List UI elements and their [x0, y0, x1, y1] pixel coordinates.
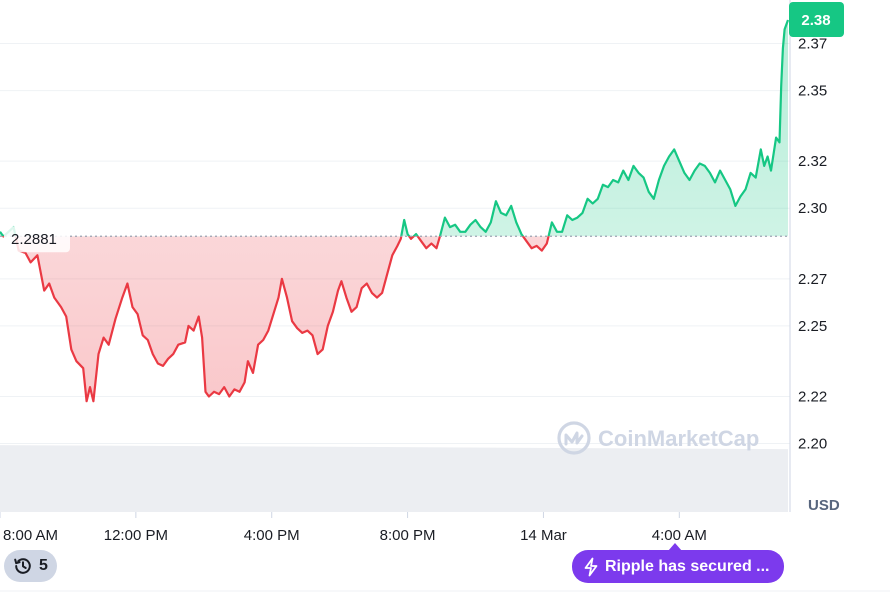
- price-line-down: [1, 236, 550, 403]
- area-above-reference: [0, 20, 788, 237]
- x-tick-label: 4:00 PM: [244, 527, 300, 544]
- y-tick-label: 2.37: [798, 36, 827, 53]
- watermark: CoinMarketCap: [557, 421, 759, 455]
- y-axis-unit: USD: [808, 497, 840, 514]
- x-tick-label: 8:00 AM: [3, 527, 58, 544]
- price-areas: [0, 20, 788, 402]
- current-price-text: 2.38: [801, 12, 830, 29]
- x-tick-label: 4:00 AM: [652, 527, 707, 544]
- history-count: 5: [39, 557, 48, 574]
- y-tick-label: 2.20: [798, 436, 827, 453]
- volume-bar-area: [0, 445, 788, 512]
- news-pill-button[interactable]: Ripple has secured ...: [572, 543, 784, 583]
- price-line-up: [0, 19, 790, 237]
- y-tick-label: 2.35: [798, 83, 827, 100]
- y-tick-label: 2.30: [798, 200, 827, 217]
- x-tick-label: 8:00 PM: [380, 527, 436, 544]
- history-clock-icon: [13, 556, 33, 576]
- y-tick-label: 2.25: [798, 318, 827, 335]
- news-text: Ripple has secured ...: [605, 557, 770, 575]
- y-axis-ticks: 2.20 2.22 2.25 2.27 2.30 2.32 2.35 2.37: [798, 36, 827, 453]
- watermark-text: CoinMarketCap: [598, 426, 759, 451]
- reference-price-label: 2.2881: [4, 226, 70, 253]
- y-tick-label: 2.22: [798, 388, 827, 405]
- y-tick-label: 2.27: [798, 271, 827, 288]
- reference-price-text: 2.2881: [11, 231, 57, 248]
- area-below-reference: [3, 236, 549, 402]
- y-tick-label: 2.32: [798, 153, 827, 170]
- coinmarketcap-logo-icon: [557, 421, 591, 455]
- current-price-tag: 2.38: [789, 2, 844, 37]
- x-tick-label: 12:00 PM: [104, 527, 168, 544]
- x-axis-ticks: 8:00 AM 12:00 PM 4:00 PM 8:00 PM 14 Mar 4:00 …: [0, 512, 707, 544]
- price-line: [0, 19, 790, 403]
- lightning-bolt-icon: [583, 557, 599, 577]
- x-tick-label: 14 Mar: [520, 527, 567, 544]
- volume-area: [0, 445, 788, 512]
- history-button[interactable]: 5: [4, 550, 57, 582]
